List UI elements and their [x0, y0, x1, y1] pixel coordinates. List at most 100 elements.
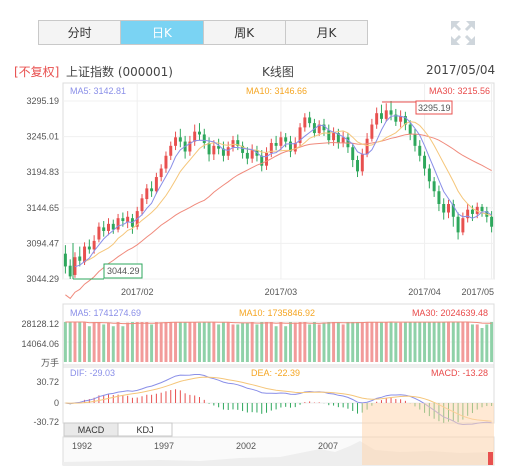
candle-body — [303, 117, 307, 128]
volume-bar — [260, 322, 264, 362]
candle-body — [116, 218, 120, 230]
candle — [403, 111, 407, 131]
volume-bar — [140, 322, 144, 362]
macd-legend-dif: DIF: -29.03 — [70, 368, 115, 378]
candle-body — [346, 137, 350, 148]
candle-body — [413, 134, 417, 146]
volume-bar — [351, 322, 355, 362]
candle — [379, 104, 383, 124]
navigator-selection[interactable] — [362, 403, 494, 465]
candle-body — [174, 137, 178, 146]
candle — [154, 172, 158, 195]
tab-daily-k[interactable]: 日K — [121, 21, 204, 44]
min-price-marker: 3044.29 — [72, 243, 143, 280]
volume-bar — [83, 322, 87, 362]
candle — [480, 204, 484, 217]
candle-body — [317, 124, 321, 134]
candle — [389, 101, 393, 121]
tab-intraday[interactable]: 分时 — [39, 21, 122, 44]
candle-body — [442, 204, 446, 213]
candle-body — [202, 134, 206, 143]
volume-bar — [437, 322, 441, 362]
candle — [130, 213, 134, 234]
indicator-tabs: MACD KDJ — [63, 422, 173, 437]
candle-body — [365, 138, 369, 155]
volume-bar — [293, 322, 297, 362]
candle-body — [466, 209, 470, 219]
candle-body — [451, 204, 455, 217]
candle-body — [418, 145, 422, 156]
volume-bar — [403, 322, 407, 362]
candle — [102, 221, 106, 237]
candle-body — [432, 181, 436, 192]
candle-body — [408, 124, 412, 135]
navigator-year-label: 2002 — [236, 441, 256, 451]
volume-bar — [212, 322, 216, 362]
volume-bar — [241, 322, 245, 362]
navigator-handle[interactable] — [488, 452, 493, 465]
candle-body — [140, 198, 144, 212]
candle-body — [375, 113, 379, 125]
kdj-tab-label[interactable]: KDJ — [136, 425, 153, 435]
tab-monthly-k[interactable]: 月K — [285, 21, 367, 44]
fullscreen-icon[interactable] — [450, 20, 476, 46]
volume-tick-high: 28128.12 — [21, 319, 59, 329]
candle-body — [274, 142, 278, 146]
legend-ma5: MA5: 3142.81 — [70, 86, 126, 96]
volume-bar — [456, 322, 460, 362]
max-price-label: 3295.19 — [418, 103, 451, 113]
candle — [360, 148, 364, 176]
candle-body — [126, 216, 130, 223]
candle — [169, 141, 173, 161]
candle — [456, 212, 460, 240]
candle — [174, 131, 178, 151]
volume-bar — [427, 322, 431, 362]
candle-body — [73, 257, 77, 275]
volume-legend-ma10: MA10: 1735846.92 — [239, 308, 315, 318]
volume-bar — [178, 322, 182, 362]
candle-body — [269, 142, 273, 153]
candle — [188, 135, 192, 156]
candle — [451, 199, 455, 227]
candle-body — [389, 110, 393, 115]
candle — [336, 128, 340, 149]
adjust-mode-label[interactable]: [不复权] — [14, 65, 60, 79]
price-tick-label: 3194.83 — [26, 167, 59, 177]
candle — [298, 123, 302, 148]
volume-bar — [432, 322, 436, 362]
candle — [274, 135, 278, 151]
navigator-axis: 1992 1997 2002 2007 — [72, 441, 338, 451]
macd-tick-low: -30.72 — [33, 417, 59, 427]
volume-bar — [87, 326, 91, 362]
volume-bar — [389, 322, 393, 362]
volume-bar — [322, 322, 326, 362]
candle-body — [265, 152, 269, 166]
volume-bar — [107, 322, 110, 362]
tab-weekly-k[interactable]: 周K — [203, 21, 286, 44]
candle-body — [83, 246, 87, 263]
navigator-year-label: 1997 — [154, 441, 174, 451]
candle — [178, 128, 182, 148]
macd-tab-label[interactable]: MACD — [78, 425, 105, 435]
candle — [279, 131, 283, 151]
price-axis: 3295.19 3245.01 3194.83 3144.65 3094.47 3044.… — [26, 96, 59, 284]
volume-bar — [336, 322, 340, 362]
volume-bar — [485, 324, 489, 362]
candle — [356, 155, 360, 178]
candle-body — [193, 131, 197, 142]
ma10-line — [84, 121, 492, 262]
candle — [399, 110, 403, 128]
candle — [68, 259, 72, 279]
macd-legend-macd: MACD: -13.28 — [431, 368, 488, 378]
candle — [312, 118, 316, 138]
volume-bar — [317, 324, 321, 362]
legend-ma10: MA10: 3146.66 — [246, 86, 307, 96]
max-price-marker: 3295.19 — [382, 100, 453, 115]
candlestick-series — [63, 101, 494, 279]
candle-body — [475, 206, 479, 214]
kdj-tab[interactable] — [117, 422, 173, 437]
volume-bar — [475, 324, 479, 362]
volume-bar — [447, 322, 450, 362]
volume-bar — [346, 322, 350, 362]
